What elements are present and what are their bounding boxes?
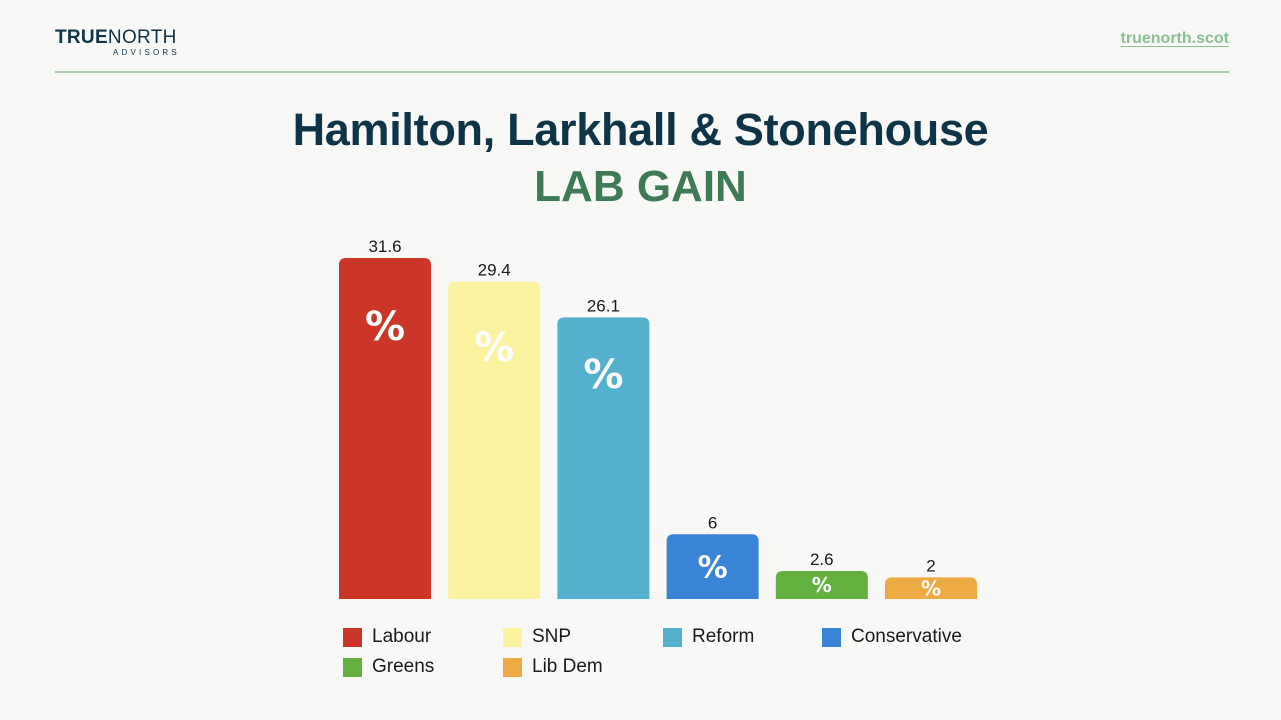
legend-item-lib-dem: Lib Dem (503, 656, 603, 678)
value-label-lib-dem: 2 (926, 556, 935, 575)
legend-swatch (822, 627, 841, 647)
legend-swatch (503, 657, 522, 677)
bar-lib-dem (885, 577, 977, 599)
chart-title: Hamilton, Larkhall & Stonehouse (292, 104, 989, 155)
logo-word-north: NORTH (107, 27, 177, 48)
legend-swatch (663, 627, 682, 647)
brand-logo: TRUENORTH ADVISORS (55, 28, 195, 58)
percent-mark-lib-dem: % (921, 576, 941, 600)
bar-reform (557, 317, 650, 599)
legend-label: Labour (372, 626, 432, 647)
legend-swatch (503, 627, 522, 647)
bar-conservative (666, 534, 759, 599)
legend-swatch (343, 627, 362, 647)
logo-word-true: TRUE (55, 27, 108, 48)
legend-item-greens: Greens (343, 656, 434, 678)
legend-label: SNP (532, 626, 572, 647)
value-label-conservative: 6 (708, 513, 717, 532)
percent-mark-reform: % (583, 352, 623, 398)
value-label-snp: 29.4 (478, 261, 511, 280)
bar-greens (775, 570, 868, 599)
logo-subtitle: ADVISORS (113, 48, 180, 57)
legend-item-labour: Labour (343, 626, 431, 648)
bar-labour (339, 258, 431, 599)
bar-snp (448, 281, 541, 599)
percent-mark-snp: % (474, 325, 514, 371)
legend-label: Greens (372, 656, 435, 677)
percent-mark-labour: % (365, 304, 405, 350)
percent-mark-greens: % (812, 573, 832, 597)
value-label-labour: 31.6 (368, 237, 401, 256)
header-divider (55, 71, 1229, 73)
legend-label: Lib Dem (532, 656, 603, 677)
legend-item-reform: Reform (663, 626, 754, 648)
value-label-greens: 2.6 (810, 550, 834, 569)
chart-subtitle: LAB GAIN (534, 162, 747, 211)
website-link[interactable]: truenorth.scot (1120, 30, 1229, 47)
percent-mark-conservative: % (698, 550, 728, 585)
logo-wordmark: TRUENORTH (55, 28, 195, 48)
legend-item-conservative: Conservative (822, 626, 962, 648)
legend-label: Conservative (851, 626, 962, 647)
legend-label: Reform (692, 626, 755, 647)
legend-swatch (343, 657, 362, 677)
value-label-reform: 26.1 (587, 296, 620, 315)
legend-item-snp: SNP (503, 626, 571, 648)
